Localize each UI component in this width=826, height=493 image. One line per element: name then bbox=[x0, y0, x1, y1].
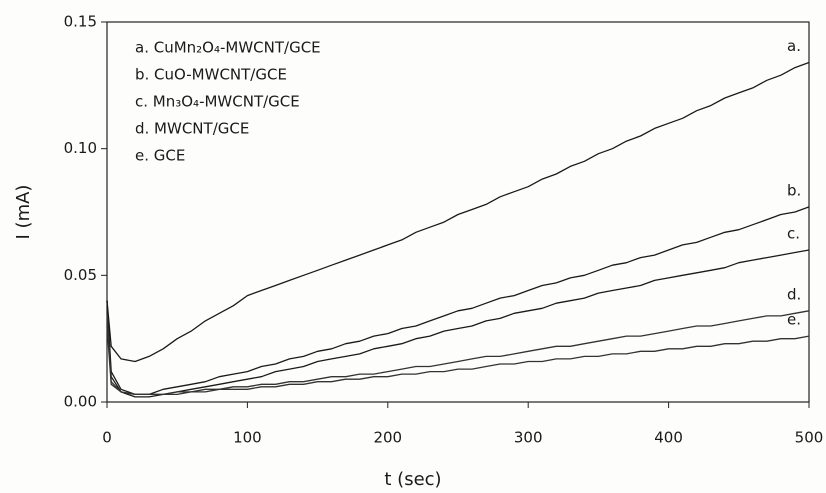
legend-entry: e. GCE bbox=[135, 147, 185, 165]
series-end-label: a. bbox=[787, 37, 801, 55]
y-axis-label: I (mA) bbox=[13, 185, 34, 240]
y-tick-label: 0.00 bbox=[64, 393, 97, 411]
series-line bbox=[106, 325, 810, 396]
series-line bbox=[106, 310, 810, 396]
y-tick-label: 0.15 bbox=[64, 13, 97, 31]
series-end-label: c. bbox=[787, 225, 800, 243]
plot-frame bbox=[106, 21, 810, 403]
legend-entry: b. CuO-MWCNT/GCE bbox=[135, 66, 287, 84]
x-tick-label: 100 bbox=[233, 429, 262, 447]
series-end-label: e. bbox=[787, 311, 801, 329]
series-end-label: d. bbox=[787, 285, 801, 303]
legend-entry: a. CuMn₂O₄-MWCNT/GCE bbox=[135, 39, 321, 57]
y-tick-label: 0.10 bbox=[64, 139, 97, 157]
x-tick-label: 500 bbox=[795, 429, 824, 447]
legend-entry: d. MWCNT/GCE bbox=[135, 120, 249, 138]
series-line bbox=[106, 61, 810, 363]
x-tick-label: 0 bbox=[102, 429, 112, 447]
y-tick-label: 0.05 bbox=[64, 266, 97, 284]
x-tick-label: 300 bbox=[514, 429, 543, 447]
series-line bbox=[106, 206, 810, 396]
series-end-label: b. bbox=[787, 181, 801, 199]
legend-entry: c. Mn₃O₄-MWCNT/GCE bbox=[135, 93, 300, 111]
x-tick-label: 400 bbox=[654, 429, 683, 447]
series-line bbox=[106, 249, 810, 398]
x-tick-label: 200 bbox=[373, 429, 402, 447]
x-axis-label: t (sec) bbox=[384, 469, 441, 490]
